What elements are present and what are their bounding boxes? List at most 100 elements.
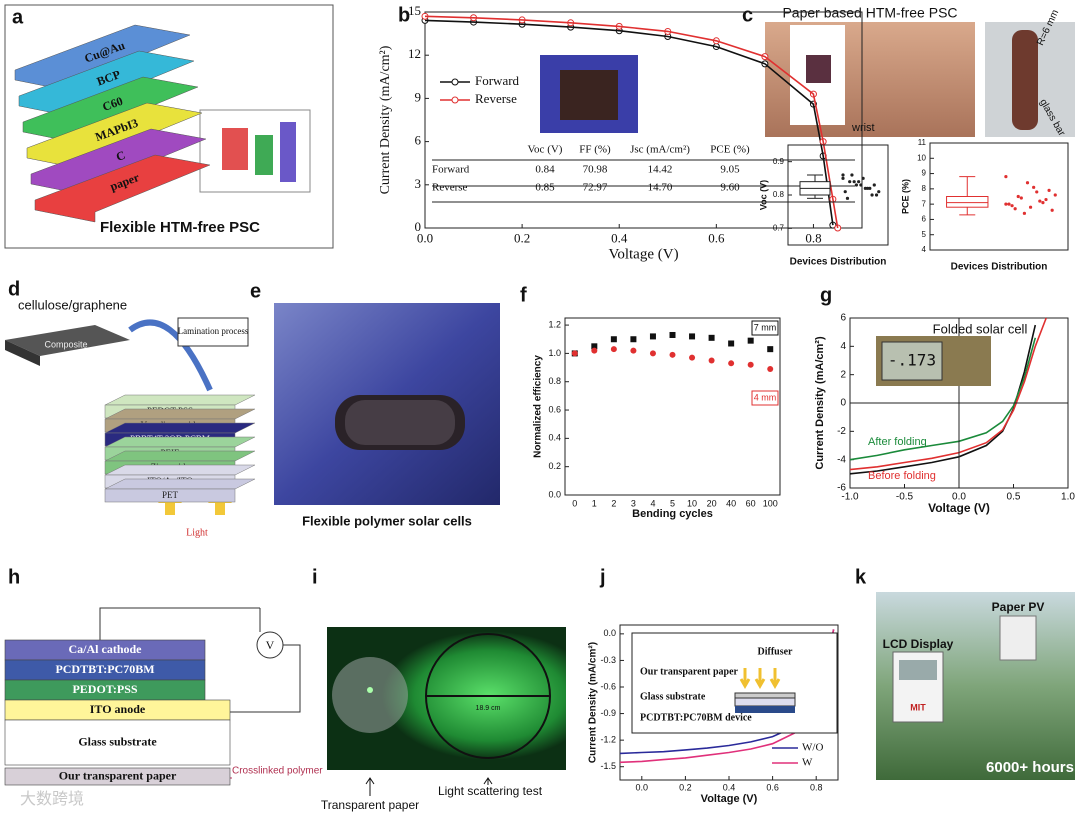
point: [1038, 199, 1042, 203]
layer: [104, 394, 256, 406]
legend-label: 4 mm: [754, 392, 777, 402]
label: Light: [186, 527, 208, 538]
inset-label: Our transparent paper: [640, 666, 739, 677]
box: [946, 196, 989, 208]
y-tick-label: 2: [840, 369, 846, 380]
point: [1035, 190, 1039, 194]
plot-frame: [424, 11, 863, 229]
x-tick-label: 4: [650, 498, 655, 508]
point: [1044, 197, 1048, 202]
y-tick-label: 15: [408, 3, 421, 18]
marker: [669, 351, 676, 358]
panel-label: h: [8, 566, 20, 588]
label: Crosslinked polymer: [232, 766, 323, 777]
x-axis-label: Voltage (V): [608, 247, 678, 263]
marker: [591, 343, 598, 350]
point: [1022, 211, 1027, 215]
layer-label: PCDTBT:PC70BM: [55, 662, 154, 676]
point: [1050, 208, 1054, 212]
x-axis-label: Devices Distribution: [951, 261, 1048, 272]
x-tick-label: 3: [631, 498, 636, 508]
y-tick-label: 1.0: [548, 348, 561, 358]
table-header: FF (%): [579, 144, 611, 156]
inset-device: [560, 70, 618, 120]
energy-bar: [280, 122, 296, 182]
table-cell: 14.70: [648, 182, 673, 194]
y-tick-label: 6: [840, 313, 846, 324]
point: [1019, 196, 1023, 200]
y-tick-label: -0.3: [600, 655, 616, 665]
inset-label: Glass substrate: [640, 691, 706, 702]
plot-frame: [564, 317, 781, 496]
layer-label: Our transparent paper: [59, 768, 177, 782]
layer: [104, 408, 256, 420]
marker: [630, 336, 637, 343]
panel-label: b: [398, 4, 410, 26]
legend-label: 7 mm: [754, 322, 777, 332]
layer: [104, 422, 256, 434]
x-tick-label: 0: [572, 498, 577, 508]
layer-label: PET: [162, 490, 179, 500]
marker: [767, 365, 774, 372]
energy-bar: [255, 135, 273, 175]
y-tick-label: 0.7: [773, 223, 785, 232]
panel-label: i: [312, 566, 318, 588]
layer: [104, 436, 256, 448]
legend-label: Before folding: [868, 470, 936, 482]
photo-label: wrist: [851, 122, 875, 134]
legend-label: After folding: [868, 436, 927, 448]
marker: [649, 333, 656, 340]
y-tick-label: 0.4: [548, 433, 561, 443]
y-tick-label: 7: [922, 199, 927, 208]
label: LCD Display: [883, 637, 954, 651]
marker: [728, 360, 735, 367]
x-tick-label: 0.4: [611, 231, 628, 246]
y-tick-label: 5: [922, 230, 927, 239]
y-axis-label: PCE (%): [900, 179, 910, 214]
table-header: Voc (V): [528, 144, 563, 156]
x-tick-label: 10: [687, 498, 697, 508]
point: [1025, 181, 1030, 185]
x-tick-label: 0.0: [952, 492, 966, 503]
table-header: PCE (%): [710, 144, 750, 156]
x-tick-label: 0.6: [766, 782, 779, 792]
x-tick-label: 1.0: [1061, 492, 1075, 503]
legend-label: Forward: [475, 73, 520, 88]
marker: [767, 346, 774, 353]
marker: [610, 346, 617, 353]
x-axis-label: Voltage (V): [701, 793, 758, 805]
label: Lamination process: [178, 326, 249, 336]
energy-bar: [222, 128, 248, 170]
point: [848, 180, 852, 184]
y-axis-label: Voc (V): [758, 180, 768, 210]
layer: [4, 719, 231, 766]
point: [861, 176, 865, 180]
photo-device: [806, 55, 831, 83]
point: [877, 190, 881, 194]
y-tick-label: 11: [918, 138, 927, 147]
panel-label: f: [520, 284, 527, 306]
legend-label: W: [802, 757, 813, 769]
marker: [610, 336, 617, 343]
point: [850, 173, 854, 177]
series-line: [849, 317, 1047, 471]
annotation: Folded solar cell: [933, 321, 1028, 336]
legend-box: [751, 320, 779, 336]
wire: [99, 607, 301, 713]
marker: [708, 334, 715, 341]
label: Paper PV: [992, 600, 1045, 614]
x-tick-label: 0.5: [1007, 492, 1021, 503]
layer: [104, 478, 256, 490]
composite-slab: [5, 340, 40, 366]
series-line: [849, 337, 1037, 461]
x-tick-label: 0.8: [810, 782, 823, 792]
table-cell: 9.60: [720, 182, 740, 194]
photo-title: Paper based HTM-free PSC: [782, 5, 957, 21]
point: [854, 183, 859, 187]
y-tick-label: -6: [837, 483, 846, 494]
y-axis-label: Current Density (mA/cm²): [588, 642, 599, 763]
process-box: [177, 317, 249, 347]
table-cell: 9.05: [720, 164, 740, 176]
label: Composite: [44, 339, 87, 349]
panel-label: j: [599, 566, 606, 588]
